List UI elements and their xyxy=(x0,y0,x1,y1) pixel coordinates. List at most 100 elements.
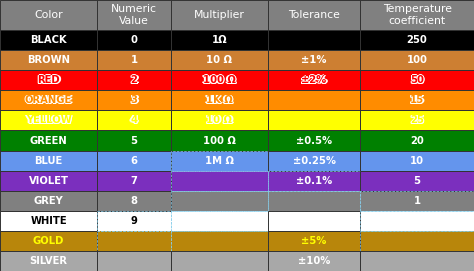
Text: 25: 25 xyxy=(409,115,423,125)
Bar xyxy=(360,90,474,110)
Text: Color: Color xyxy=(34,10,63,20)
Text: WHITE: WHITE xyxy=(30,216,67,226)
Bar xyxy=(97,191,171,211)
Bar xyxy=(268,231,360,251)
Text: 10 Ω: 10 Ω xyxy=(205,116,231,126)
Bar xyxy=(268,110,360,130)
Bar xyxy=(360,151,474,171)
Bar xyxy=(268,130,360,151)
Text: 5: 5 xyxy=(414,176,420,186)
Text: 10 Ω: 10 Ω xyxy=(207,116,233,126)
Bar xyxy=(268,110,360,130)
Bar xyxy=(0,231,97,251)
Bar xyxy=(97,151,171,171)
Text: 15: 15 xyxy=(411,95,425,105)
Text: 2: 2 xyxy=(130,75,137,85)
Bar xyxy=(360,211,474,231)
Text: Tolerance: Tolerance xyxy=(288,10,340,20)
Text: Temperature
coefficient: Temperature coefficient xyxy=(383,4,452,26)
Bar xyxy=(268,191,360,211)
Bar xyxy=(268,151,360,171)
Text: 10: 10 xyxy=(410,156,424,166)
Text: 10 Ω: 10 Ω xyxy=(206,115,232,125)
Bar xyxy=(0,231,97,251)
Bar xyxy=(0,171,97,191)
Bar xyxy=(97,70,171,90)
Bar xyxy=(268,0,360,30)
Bar xyxy=(268,211,360,231)
Text: 4: 4 xyxy=(132,115,139,125)
Text: 1K Ω: 1K Ω xyxy=(207,95,234,105)
Text: RED: RED xyxy=(38,75,61,85)
Bar xyxy=(0,0,97,30)
Text: ±1%: ±1% xyxy=(301,55,327,65)
Bar xyxy=(0,251,97,271)
Text: 1K Ω: 1K Ω xyxy=(207,95,234,105)
Text: 4: 4 xyxy=(131,116,138,126)
Bar xyxy=(97,0,171,30)
Bar xyxy=(0,191,97,211)
Text: 50: 50 xyxy=(411,75,426,85)
Text: SILVER: SILVER xyxy=(29,256,68,266)
Bar xyxy=(171,70,268,90)
Bar xyxy=(360,231,474,251)
Text: ORANGE: ORANGE xyxy=(26,96,73,106)
Text: 10 Ω: 10 Ω xyxy=(205,115,231,125)
Text: 1K Ω: 1K Ω xyxy=(206,96,233,106)
Text: 2: 2 xyxy=(130,75,137,85)
Text: Numeric
Value: Numeric Value xyxy=(111,4,157,26)
Text: 25: 25 xyxy=(409,115,423,125)
Bar xyxy=(360,90,474,110)
Text: BROWN: BROWN xyxy=(27,55,70,65)
Text: ORANGE: ORANGE xyxy=(24,95,71,105)
Bar xyxy=(360,30,474,50)
Bar xyxy=(360,70,474,90)
Text: ±2%: ±2% xyxy=(301,75,326,85)
Text: 50: 50 xyxy=(410,75,424,85)
Bar xyxy=(97,251,171,271)
Text: RED: RED xyxy=(37,75,60,85)
Text: YELLOW: YELLOW xyxy=(26,116,72,126)
Bar xyxy=(97,231,171,251)
Bar xyxy=(97,130,171,151)
Bar xyxy=(268,50,360,70)
Text: 2: 2 xyxy=(129,75,137,85)
Text: ORANGE: ORANGE xyxy=(24,96,71,106)
Text: GOLD: GOLD xyxy=(33,236,64,246)
Bar xyxy=(97,70,171,90)
Text: YELLOW: YELLOW xyxy=(27,116,73,126)
Text: 50: 50 xyxy=(409,75,423,85)
Text: 10 Ω: 10 Ω xyxy=(206,116,232,126)
Bar xyxy=(360,151,474,171)
Text: ±5%: ±5% xyxy=(301,236,327,246)
Text: 4: 4 xyxy=(130,116,137,126)
Text: ORANGE: ORANGE xyxy=(26,95,73,105)
Bar xyxy=(268,171,360,191)
Text: YELLOW: YELLOW xyxy=(25,115,71,125)
Text: YELLOW: YELLOW xyxy=(24,115,70,125)
Text: 25: 25 xyxy=(411,116,425,126)
Bar xyxy=(97,50,171,70)
Text: 1: 1 xyxy=(413,196,421,206)
Text: 15: 15 xyxy=(409,95,423,105)
Bar xyxy=(171,191,268,211)
Bar xyxy=(268,130,360,151)
Bar xyxy=(97,30,171,50)
Text: 0: 0 xyxy=(130,35,137,45)
Text: 1K Ω: 1K Ω xyxy=(204,95,231,105)
Bar xyxy=(97,211,171,231)
Bar xyxy=(0,30,97,50)
Text: 25: 25 xyxy=(411,115,426,125)
Bar xyxy=(360,50,474,70)
Text: 3: 3 xyxy=(131,95,138,105)
Text: 1K Ω: 1K Ω xyxy=(206,95,233,105)
Text: 3: 3 xyxy=(129,96,137,106)
Bar xyxy=(171,151,268,171)
Text: ±2%: ±2% xyxy=(301,75,327,85)
Bar xyxy=(268,70,360,90)
Bar xyxy=(0,0,97,30)
Text: 15: 15 xyxy=(409,96,423,106)
Bar xyxy=(0,110,97,130)
Text: YELLOW: YELLOW xyxy=(26,115,72,125)
Bar xyxy=(97,191,171,211)
